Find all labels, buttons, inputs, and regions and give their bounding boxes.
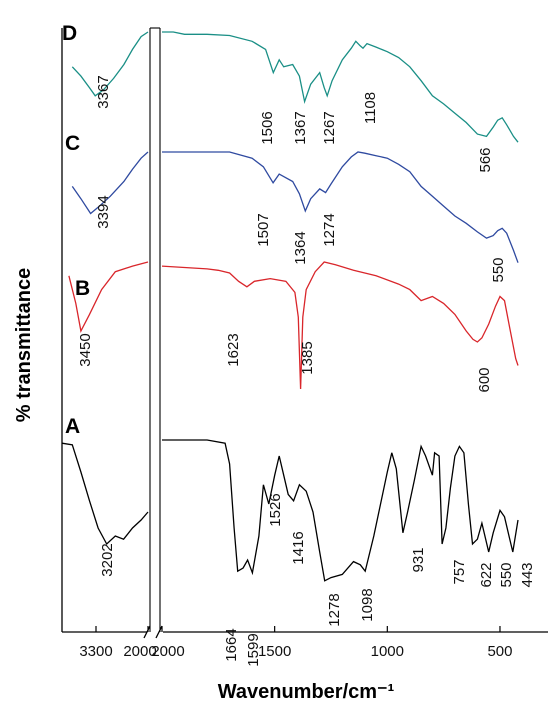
curve-label-A: A xyxy=(65,415,80,438)
peak-label: 3450 xyxy=(77,333,94,366)
peak-label: 3367 xyxy=(95,75,112,108)
peak-label: 600 xyxy=(476,367,493,392)
peak-label: 1278 xyxy=(326,593,343,626)
spectrum-A-left xyxy=(61,442,149,546)
curve-label-C: C xyxy=(65,132,80,155)
y-axis-label: % transmittance xyxy=(13,268,35,423)
peak-label: 1367 xyxy=(292,111,309,144)
peak-label: 550 xyxy=(498,562,515,587)
spectra-curves xyxy=(61,31,519,582)
peak-labels: 3367 1506 1367 1267 1108 566 3394 1507 1364 1274 5… xyxy=(77,75,536,666)
peak-label: 622 xyxy=(478,562,495,587)
peak-label: 1526 xyxy=(267,493,284,526)
peak-label: 566 xyxy=(477,147,494,172)
x-tick-label: 500 xyxy=(487,643,512,660)
peak-label: 1599 xyxy=(245,633,262,666)
peak-label: 1274 xyxy=(321,213,338,246)
peak-label: 443 xyxy=(519,562,536,587)
peak-label: 1108 xyxy=(362,92,379,124)
peak-label: 931 xyxy=(410,547,427,572)
spectrum-C-left xyxy=(71,151,149,215)
curve-labels: D C B A xyxy=(62,22,90,438)
spectrum-D-right xyxy=(162,31,519,143)
x-tick-label: 2000 xyxy=(151,643,184,660)
x-tick-label: 3300 xyxy=(79,643,112,660)
peak-label: 1098 xyxy=(359,588,376,621)
peak-label: 1623 xyxy=(225,333,242,366)
axis-break-mark xyxy=(143,625,151,639)
peak-label: 757 xyxy=(451,559,468,584)
x-tick-label: 1500 xyxy=(258,643,291,660)
spectrum-D-left xyxy=(71,31,149,97)
peak-label: 3202 xyxy=(99,543,116,576)
curve-label-B: B xyxy=(75,277,90,300)
peak-label: 1506 xyxy=(259,111,276,144)
curve-label-D: D xyxy=(62,22,77,45)
peak-label: 550 xyxy=(490,257,507,282)
axis-break-mark xyxy=(155,625,163,639)
x-axis-label: Wavenumber/cm⁻¹ xyxy=(218,681,395,703)
peak-label: 1664 xyxy=(223,628,240,661)
peak-label: 1385 xyxy=(299,341,316,374)
spectrum-B-right xyxy=(161,261,519,390)
plot-frame xyxy=(61,27,548,639)
peak-label: 1364 xyxy=(292,231,309,264)
spectrum-C-right xyxy=(162,151,519,263)
peak-label: 1267 xyxy=(321,111,338,144)
peak-label: 3394 xyxy=(95,195,112,228)
x-tick-label: 1000 xyxy=(371,643,404,660)
peak-label: 1416 xyxy=(290,531,307,564)
x-tick-label: 2000 xyxy=(123,643,156,660)
spectrum-A-right xyxy=(162,439,519,582)
spectrum-B-left xyxy=(68,261,149,333)
peak-label: 1507 xyxy=(255,213,272,246)
